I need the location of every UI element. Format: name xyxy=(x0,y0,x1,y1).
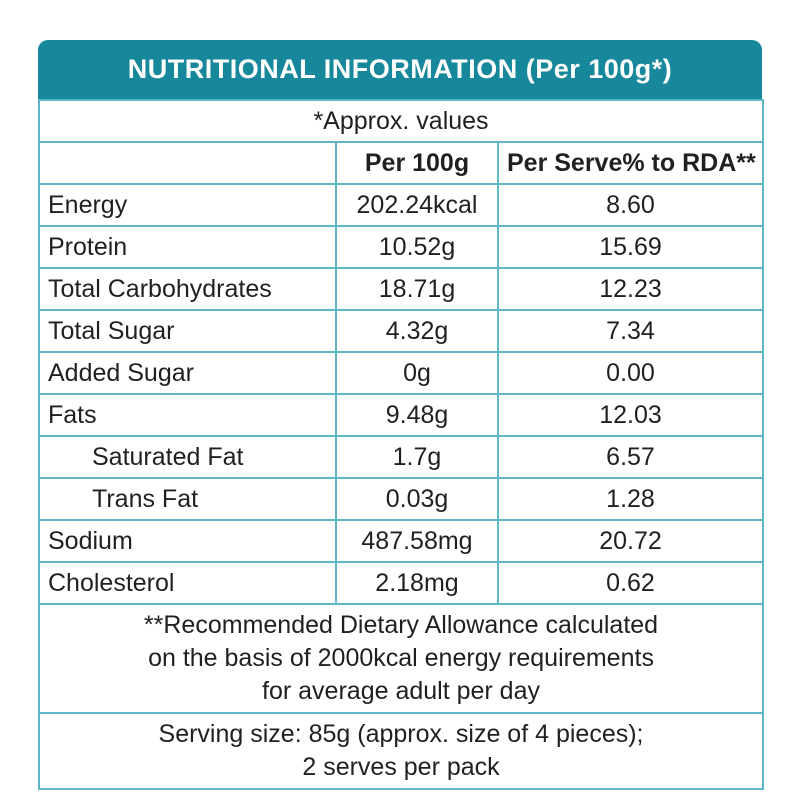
table-row: Cholesterol 2.18mg 0.62 xyxy=(38,561,765,605)
approx-values-row: *Approx. values xyxy=(37,99,765,143)
table-row: Protein 10.52g 15.69 xyxy=(38,225,765,269)
value-per-100g: 202.24kcal xyxy=(335,183,499,227)
rda-note-row: **Recommended Dietary Allowance calculat… xyxy=(37,603,765,714)
column-header-empty xyxy=(38,141,337,185)
value-per-100g: 2.18mg xyxy=(335,561,499,605)
value-per-100g: 4.32g xyxy=(335,309,499,353)
row-label: Sodium xyxy=(38,519,337,563)
value-per-serve-rda: 1.28 xyxy=(496,477,765,521)
value-per-100g: 487.58mg xyxy=(335,519,499,563)
value-per-serve-rda: 8.60 xyxy=(496,183,765,227)
row-label: Energy xyxy=(38,183,337,227)
approx-values-note: *Approx. values xyxy=(37,99,765,143)
rda-note-line-2: on the basis of 2000kcal energy requirem… xyxy=(148,644,654,672)
value-per-serve-rda: 12.23 xyxy=(496,267,765,311)
column-header-per-serve-rda: Per Serve% to RDA** xyxy=(496,141,765,185)
value-per-100g: 0.03g xyxy=(335,477,499,521)
value-per-serve-rda: 0.62 xyxy=(496,561,765,605)
table-row: Sodium 487.58mg 20.72 xyxy=(38,519,765,563)
row-label: Cholesterol xyxy=(38,561,337,605)
rda-note: **Recommended Dietary Allowance calculat… xyxy=(37,603,765,714)
nutrition-title: NUTRITIONAL INFORMATION (Per 100g*) xyxy=(127,54,673,84)
serving-note-row: Serving size: 85g (approx. size of 4 pie… xyxy=(37,712,765,790)
table-row: Energy 202.24kcal 8.60 xyxy=(38,183,765,227)
value-per-serve-rda: 15.69 xyxy=(496,225,765,269)
value-per-serve-rda: 0.00 xyxy=(496,351,765,395)
value-per-100g: 9.48g xyxy=(335,393,499,437)
value-per-serve-rda: 12.03 xyxy=(496,393,765,437)
row-label: Saturated Fat xyxy=(38,435,337,479)
row-label: Total Sugar xyxy=(38,309,337,353)
nutrition-panel: NUTRITIONAL INFORMATION (Per 100g*) *App… xyxy=(37,40,765,790)
value-per-100g: 18.71g xyxy=(335,267,499,311)
nutrition-table: *Approx. values Per 100g Per Serve% to R… xyxy=(37,99,765,790)
table-row: Total Sugar 4.32g 7.34 xyxy=(38,309,765,353)
column-header-per-100g: Per 100g xyxy=(335,141,499,185)
table-row: Saturated Fat 1.7g 6.57 xyxy=(38,435,765,479)
value-per-100g: 10.52g xyxy=(335,225,499,269)
row-label: Fats xyxy=(38,393,337,437)
serving-note: Serving size: 85g (approx. size of 4 pie… xyxy=(37,712,765,790)
value-per-100g: 1.7g xyxy=(335,435,499,479)
value-per-serve-rda: 7.34 xyxy=(496,309,765,353)
row-label: Protein xyxy=(38,225,337,269)
row-label: Added Sugar xyxy=(38,351,337,395)
serving-note-line-2: 2 serves per pack xyxy=(302,753,500,781)
rda-note-line-3: for average adult per day xyxy=(262,677,540,705)
value-per-serve-rda: 20.72 xyxy=(496,519,765,563)
row-label: Total Carbohydrates xyxy=(38,267,337,311)
rda-note-line-1: **Recommended Dietary Allowance calculat… xyxy=(143,611,659,639)
value-per-serve-rda: 6.57 xyxy=(496,435,765,479)
table-row: Added Sugar 0g 0.00 xyxy=(38,351,765,395)
table-row: Trans Fat 0.03g 1.28 xyxy=(38,477,765,521)
serving-note-line-1: Serving size: 85g (approx. size of 4 pie… xyxy=(158,720,644,748)
row-label: Trans Fat xyxy=(38,477,337,521)
nutrition-title-bar: NUTRITIONAL INFORMATION (Per 100g*) xyxy=(38,40,762,99)
table-row: Total Carbohydrates 18.71g 12.23 xyxy=(38,267,765,311)
table-row: Fats 9.48g 12.03 xyxy=(38,393,765,437)
value-per-100g: 0g xyxy=(335,351,499,395)
column-header-row: Per 100g Per Serve% to RDA** xyxy=(38,141,765,185)
